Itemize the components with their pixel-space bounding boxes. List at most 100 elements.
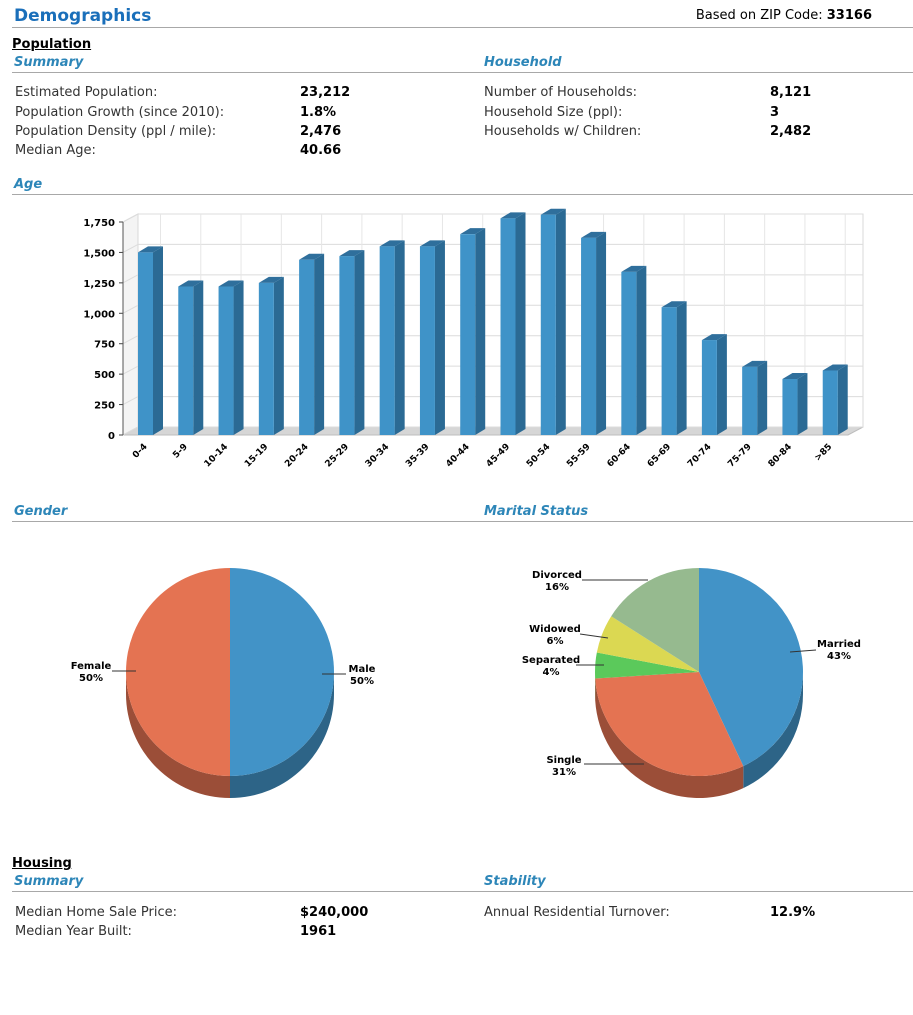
- age-x-tick-label: 15-19: [243, 442, 270, 469]
- gender-slice-label: Female: [71, 661, 112, 672]
- pie-slice-single: [595, 672, 744, 776]
- age-bar-top: [460, 228, 486, 235]
- housing-divider: [12, 891, 913, 892]
- housing-heading: Housing: [12, 856, 72, 871]
- households-children-label: Households w/ Children:: [484, 124, 642, 139]
- pie-slice-married: [699, 568, 803, 767]
- age-bar: [339, 256, 355, 435]
- estimated-population-label: Estimated Population:: [15, 85, 158, 100]
- age-chart-axis: 0 250 500 750 1,000 1,250 1,500 1,750: [83, 218, 124, 442]
- age-bar-top: [701, 334, 727, 341]
- age-bar: [218, 286, 234, 435]
- gender-slice-percent: 50%: [350, 676, 374, 687]
- age-bar-side: [596, 231, 607, 435]
- age-bar: [782, 379, 798, 435]
- age-bar-top: [419, 240, 445, 247]
- age-bar-chart: 0 250 500 750 1,000 1,250 1,500 1,750 0-4 5-9 10-…: [83, 208, 864, 469]
- age-x-tick-label: 5-9: [171, 442, 190, 461]
- gender-marital-divider: [12, 521, 913, 522]
- household-size-label: Household Size (ppl):: [484, 105, 623, 120]
- age-bar-side: [233, 280, 244, 435]
- age-bar: [661, 307, 677, 435]
- pie-slice-divorced: [611, 568, 699, 672]
- population-growth-value: 1.8%: [300, 105, 337, 120]
- gender-slice-label: Male: [349, 664, 376, 675]
- age-chart-bars: [138, 208, 848, 435]
- age-bar: [701, 340, 717, 435]
- age-divider: [12, 194, 913, 195]
- households-count-label: Number of Households:: [484, 85, 637, 100]
- households-children-value: 2,482: [770, 124, 812, 139]
- age-x-tick-label: 50-54: [525, 442, 552, 469]
- age-bar-side: [193, 280, 204, 435]
- marital-slice-percent: 43%: [827, 651, 851, 662]
- age-bar-top: [379, 240, 405, 247]
- age-bar: [138, 252, 153, 435]
- population-summary-heading: Summary: [14, 55, 84, 70]
- gender-slice-percent: 50%: [79, 673, 103, 684]
- age-bar: [419, 246, 435, 435]
- age-x-tick-label: 80-84: [767, 442, 794, 469]
- age-bar-top: [822, 364, 848, 371]
- age-y-tick-label: 0: [108, 431, 115, 442]
- age-bar-top: [258, 276, 284, 283]
- age-bar-side: [434, 240, 445, 435]
- age-grid-diagonal: [122, 365, 139, 375]
- age-grid-diagonal: [122, 426, 139, 436]
- age-y-tick-label: 500: [94, 370, 115, 381]
- estimated-population-value: 23,212: [300, 85, 351, 100]
- zip-label: Based on ZIP Code:: [695, 8, 823, 23]
- median-year-built-value: 1961: [300, 924, 337, 939]
- age-bar: [460, 234, 476, 435]
- age-bar-top: [138, 246, 163, 253]
- age-bar-top: [299, 253, 325, 260]
- age-grid-diagonal: [122, 243, 139, 253]
- age-bar-side: [636, 265, 647, 435]
- age-bar-top: [581, 231, 607, 238]
- age-x-tick-label: 25-29: [324, 442, 351, 469]
- age-bar-side: [676, 301, 687, 435]
- age-bar: [379, 246, 395, 435]
- age-bar-top: [540, 208, 566, 215]
- age-grid-diagonal: [122, 274, 139, 284]
- age-x-tick-label: 45-49: [485, 442, 512, 469]
- age-bar-side: [475, 228, 486, 435]
- age-bar: [540, 214, 556, 435]
- age-x-tick-label: 65-69: [646, 442, 673, 469]
- age-x-tick-label: 10-14: [203, 442, 230, 469]
- population-heading: Population: [12, 37, 92, 52]
- age-x-tick-label: 30-34: [364, 442, 391, 469]
- age-y-tick-label: 1,500: [83, 248, 115, 259]
- age-chart-labels: 0-4 5-9 10-14 15-19 20-24 25-29 30-34 35-39 40-4…: [131, 442, 834, 469]
- age-bar-side: [314, 253, 325, 435]
- age-grid-diagonal: [122, 396, 139, 406]
- residential-turnover-value: 12.9%: [770, 905, 816, 920]
- pie-slice-separated: [595, 652, 699, 679]
- age-x-tick-label: 0-4: [131, 442, 150, 461]
- pie-leader-line: [579, 633, 609, 639]
- population-growth-label: Population Growth (since 2010):: [15, 105, 225, 120]
- age-bar-top: [339, 250, 365, 257]
- median-age-label: Median Age:: [15, 143, 96, 158]
- zip-code-info: Based on ZIP Code: 33166: [696, 8, 872, 23]
- median-home-price-value: $240,000: [300, 905, 369, 920]
- age-y-tick-label: 1,750: [83, 218, 115, 229]
- median-age-value: 40.66: [300, 143, 342, 158]
- age-bar-side: [757, 360, 768, 435]
- marital-slice-percent: 4%: [543, 667, 560, 678]
- household-heading: Household: [484, 55, 562, 70]
- marital-slice-label: Widowed: [529, 624, 581, 635]
- age-bar: [178, 286, 194, 435]
- population-divider: [12, 72, 913, 73]
- age-bar: [258, 282, 274, 435]
- pie-slice-widowed: [596, 616, 699, 672]
- age-x-tick-label: 55-59: [565, 442, 592, 469]
- age-bar-top: [782, 373, 808, 380]
- age-y-tick-label: 1,000: [83, 309, 115, 320]
- age-bar-side: [354, 250, 365, 435]
- pie-side-wall: [126, 672, 230, 798]
